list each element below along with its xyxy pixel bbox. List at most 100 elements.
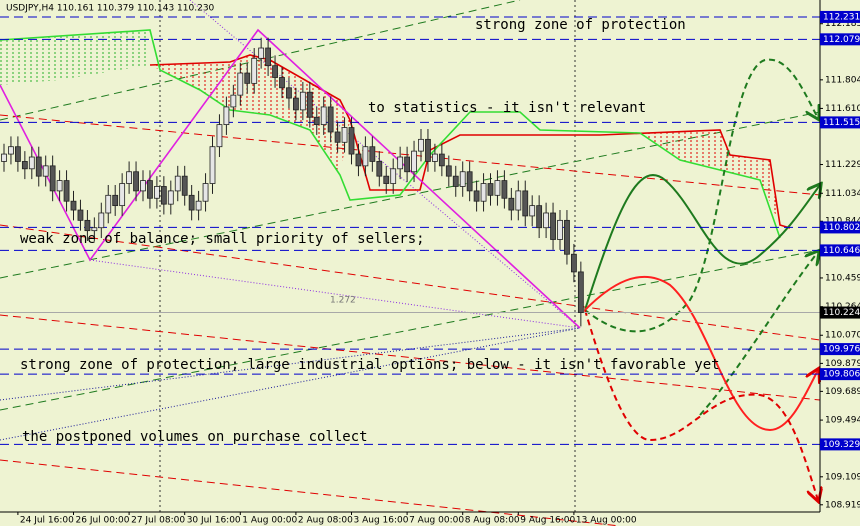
candle-body xyxy=(8,146,14,155)
level-label-box xyxy=(820,221,860,234)
candle-body xyxy=(564,219,570,255)
candle-body xyxy=(265,47,272,67)
candle-body xyxy=(63,180,70,202)
level-label: 109.329 xyxy=(823,440,860,450)
candle-body xyxy=(550,212,556,240)
candle-body xyxy=(14,146,21,162)
x-tick-label: 9 Aug 16:00 xyxy=(520,516,575,526)
candle-body xyxy=(459,171,466,187)
annotation: the postponed volumes on purchase collec… xyxy=(22,429,368,445)
y-tick-label: 111.804 xyxy=(825,75,860,85)
candle-body xyxy=(299,91,306,111)
candle-body xyxy=(501,180,508,199)
trend-line xyxy=(0,111,821,279)
candle-body xyxy=(487,183,494,196)
candle-body xyxy=(529,205,536,217)
candle-body xyxy=(160,186,167,205)
forecast-path xyxy=(699,252,818,416)
candle-body xyxy=(383,175,390,184)
x-tick-label: 2 Aug 08:00 xyxy=(298,516,353,526)
candle-body xyxy=(425,138,431,162)
x-tick-label: 26 Jul 00:00 xyxy=(76,516,130,526)
candle-body xyxy=(341,127,348,143)
candle-body xyxy=(84,219,91,232)
fib-line xyxy=(0,327,581,441)
candle-body xyxy=(188,194,195,211)
candle-body xyxy=(376,161,383,177)
candle-body xyxy=(105,194,112,214)
axis: 112.185 111.804 111.610 111.229 111.034 110.8… xyxy=(17,10,860,526)
candle-body xyxy=(216,124,223,148)
candle-body xyxy=(390,168,397,184)
candle-body xyxy=(397,156,404,170)
y-tick-label: 108.919 xyxy=(825,500,860,510)
candle-body xyxy=(571,253,577,273)
candle-body xyxy=(209,146,216,184)
trend-line xyxy=(0,249,821,411)
candle-body xyxy=(466,171,473,192)
candle-body xyxy=(230,94,237,108)
level-label: 110.802 xyxy=(823,223,860,233)
candle-body xyxy=(515,190,522,211)
candle-body xyxy=(577,271,584,313)
candle-body xyxy=(112,194,119,207)
annotation: strong zone of protection; large industr… xyxy=(20,357,720,373)
level-label: 109.976 xyxy=(823,345,860,355)
candle-body xyxy=(320,106,327,126)
candle-body xyxy=(306,91,313,118)
y-tick-label: 109.689 xyxy=(825,387,860,397)
candle-body xyxy=(272,65,278,78)
x-tick-label: 8 Aug 08:00 xyxy=(465,516,520,526)
annotation: to statistics - it isn't relevant xyxy=(368,100,646,116)
y-tick-label: 109.494 xyxy=(825,416,860,426)
y-tick-label: 111.610 xyxy=(825,104,860,114)
candle-body xyxy=(251,57,258,84)
candle-body xyxy=(334,131,341,143)
x-tick-label: 30 Jul 16:00 xyxy=(187,516,241,526)
candle-body xyxy=(42,165,49,177)
candle-body xyxy=(494,180,501,196)
level-label-box xyxy=(820,10,860,23)
candle-body xyxy=(411,150,417,173)
candle-body xyxy=(91,227,98,232)
candle-body xyxy=(21,161,28,170)
x-tick-label: 24 Jul 16:00 xyxy=(20,516,74,526)
candle-body xyxy=(418,138,424,152)
candle-body xyxy=(153,186,160,199)
candle-body xyxy=(174,175,181,192)
span-line xyxy=(0,29,781,239)
candle-body xyxy=(28,156,35,170)
candle-body xyxy=(56,180,63,192)
last-price-label: 110.224 xyxy=(823,308,860,318)
candle-body xyxy=(202,183,209,202)
level-label-box xyxy=(820,116,860,129)
candle-body xyxy=(445,165,452,177)
trend-line xyxy=(0,314,821,401)
candle-body xyxy=(167,190,174,205)
y-tick-label: 109.879 xyxy=(825,359,860,369)
candle-body xyxy=(258,47,265,59)
x-tick-label: 3 Aug 16:00 xyxy=(354,516,409,526)
level-label-box xyxy=(820,438,860,451)
y-tick-label: 111.034 xyxy=(825,189,860,199)
level-label: 110.646 xyxy=(823,246,860,256)
x-tick-label: 1 Aug 00:00 xyxy=(242,516,297,526)
candle-body xyxy=(77,209,84,221)
x-tick-label: 13 Aug 00:00 xyxy=(576,516,637,526)
y-tick-label: 109.109 xyxy=(825,472,860,482)
y-tick-label: 110.070 xyxy=(825,331,860,341)
y-tick-label: 112.185 xyxy=(825,19,860,29)
candle-body xyxy=(237,72,244,96)
annotation: strong zone of protection xyxy=(475,17,686,33)
candle-body xyxy=(313,116,320,126)
candle-body xyxy=(508,197,515,211)
candle-body xyxy=(133,171,139,192)
candle-body xyxy=(557,219,563,240)
cloud xyxy=(0,30,150,85)
trend-line xyxy=(0,224,821,341)
cloud xyxy=(600,130,780,225)
candle-body xyxy=(292,97,299,111)
candle-body xyxy=(70,200,77,211)
candle-body xyxy=(327,106,334,133)
